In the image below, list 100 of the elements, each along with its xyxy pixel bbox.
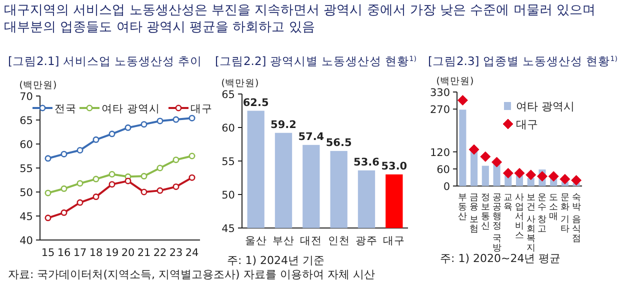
text: 자료: 국가데이터처(지역소득, 지역별고용조사) 자료를 이용하여 자체 시산 (8, 268, 375, 281)
point (124, 178, 132, 184)
point (156, 187, 164, 194)
x-tick-label: 19 (105, 247, 119, 259)
x-tick-label: 인천 (328, 235, 350, 247)
point (526, 170, 536, 180)
y-axis-title: (백만원) (221, 78, 259, 89)
x-tick-label: 울산 (244, 235, 267, 247)
x-tick-label: 문화 기타 (560, 193, 570, 234)
point (44, 155, 52, 162)
legend-label: 대구 (516, 118, 538, 131)
y-tick-label: 40 (20, 235, 33, 247)
chart-title: [그림2.3] 업종별 노동생산성 현황$^{1)}$ (428, 54, 618, 68)
text: 대구지역의 서비스업 노동생산성은 부진을 지속하면서 광역시 중에서 가장 낮은 수준에 머물러 있으며 대부분의 업종들도 여타 광역시 평균을 하회하고 있음 (4, 2, 596, 36)
point (108, 130, 116, 138)
bar (493, 164, 500, 186)
y-tick-label: 45 (20, 211, 33, 223)
point (156, 164, 164, 172)
x-tick-label: 부산 (272, 235, 294, 247)
y-tick-label: 70 (20, 91, 33, 103)
point (76, 199, 84, 206)
point (92, 194, 100, 200)
x-tick-label: 21 (137, 247, 151, 259)
x-tick-label: 도소매 (549, 193, 558, 222)
point (536, 171, 548, 182)
x-tick-label: 운수 창고 (538, 193, 547, 234)
point (480, 151, 491, 162)
y-tick-label: 120 (430, 146, 450, 159)
y-tick-label: 50 (20, 187, 33, 199)
point (188, 152, 196, 160)
point (560, 174, 570, 184)
x-tick-label: 15 (41, 247, 55, 259)
x-tick-label: 금융 보험 (470, 193, 479, 234)
x-tick-label: 20 (121, 247, 135, 259)
x-tick-label: 숙박 음식점 (572, 193, 581, 244)
point (156, 118, 164, 124)
point (92, 176, 100, 182)
point (457, 95, 468, 106)
x-tick-label: 보건 사회복지 (526, 193, 536, 254)
y-tick-label: 55 (20, 163, 33, 175)
point (140, 121, 148, 128)
legend-label: 여타 광역시 (516, 100, 574, 113)
point (60, 185, 68, 192)
y-tick-label: 45 (222, 223, 235, 235)
x-tick-label: 공공행정 국방 (492, 193, 502, 254)
legend-label: 여타 광역시 (102, 103, 160, 115)
x-tick-label: 17 (73, 247, 87, 259)
legend-label: 전국 (54, 103, 76, 115)
point (124, 124, 132, 131)
bar (527, 178, 534, 186)
y-axis-title: (백만원) (19, 80, 57, 91)
text: 주: 1) 2024년 기준 (227, 254, 324, 267)
x-tick-label: 24 (185, 247, 199, 259)
y-tick-label: 65 (20, 115, 33, 127)
y-tick-label: 330 (430, 87, 450, 99)
chart-title: [그림2.1] 서비스업 노동생산성 추이 (8, 54, 202, 68)
y-tick-label: 0 (443, 181, 450, 193)
y-tick-label: 50 (222, 190, 235, 202)
x-tick-label: 광주 (356, 235, 378, 247)
point (140, 172, 148, 180)
x-tick-label: 교육 (504, 193, 513, 212)
x-tick-label: 정보통신 (480, 193, 490, 232)
legend-label: 대구 (190, 103, 212, 115)
y-tick-label: 270 (430, 104, 450, 116)
x-tick-label: 23 (169, 247, 183, 259)
point (92, 136, 100, 143)
point (108, 170, 116, 178)
bar (470, 150, 478, 186)
x-tick-label: 대전 (300, 235, 322, 247)
data-label: 57.4 (298, 130, 324, 143)
point (502, 168, 514, 178)
point (140, 188, 148, 196)
x-tick-label: 16 (57, 247, 71, 259)
point (514, 168, 525, 178)
y-tick-label: 60 (222, 122, 235, 134)
x-tick-label: 사업서비스 (515, 193, 524, 241)
y-axis-title: (백만원) (436, 76, 474, 87)
data-label: 56.5 (326, 136, 352, 149)
point (60, 150, 68, 158)
point (76, 146, 84, 154)
bar (482, 166, 489, 186)
data-label: 53.0 (381, 160, 408, 172)
point (60, 209, 68, 216)
x-tick-label: 22 (153, 247, 167, 259)
point (172, 116, 180, 123)
point (44, 214, 52, 222)
point (468, 144, 480, 155)
x-tick-label: 대구 (383, 235, 406, 247)
data-label: 59.2 (270, 118, 296, 131)
point (188, 174, 196, 181)
x-tick-label: 부동산 (458, 193, 468, 222)
chart-title: [그림2.2] 광역시별 노동생산성 현황$^{1)}$ (215, 54, 417, 68)
point (172, 183, 180, 190)
point (76, 180, 84, 187)
y-tick-label: 55 (222, 156, 235, 168)
x-tick-label: 18 (89, 247, 103, 259)
point (44, 190, 52, 196)
bar (459, 110, 466, 186)
y-tick-label: 60 (20, 139, 33, 151)
y-tick-label: 60 (436, 164, 450, 176)
